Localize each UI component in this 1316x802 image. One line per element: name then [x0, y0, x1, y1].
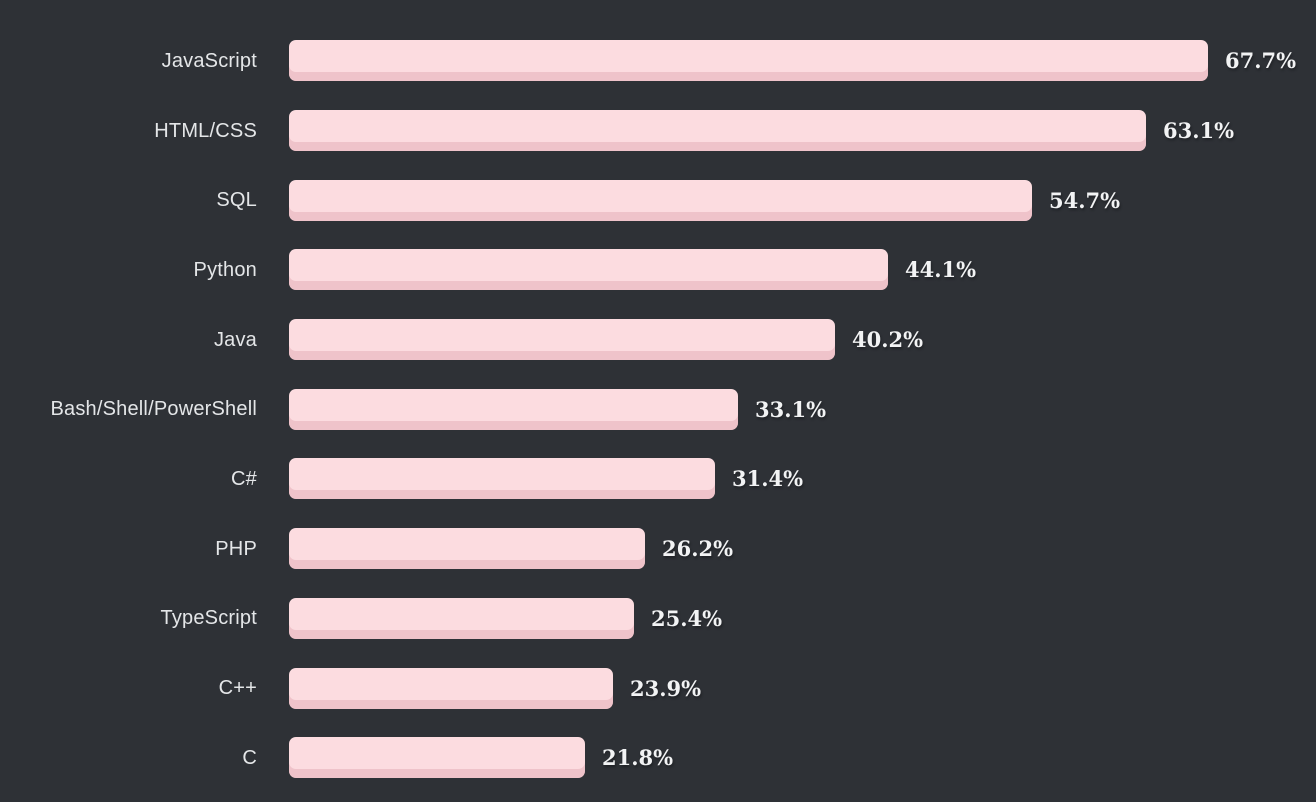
bar[interactable] — [289, 110, 1146, 152]
value-label: 44.1% — [905, 257, 977, 283]
bar-track: 63.1% — [289, 110, 1316, 152]
category-label: C — [242, 746, 257, 769]
category-label: Python — [193, 258, 257, 281]
value-label: 21.8% — [602, 745, 674, 771]
bar-track: 40.2% — [289, 319, 1316, 361]
value-label: 54.7% — [1049, 187, 1121, 213]
bar[interactable] — [289, 597, 634, 639]
bar-track: 25.4% — [289, 597, 1316, 639]
bar-track: 44.1% — [289, 249, 1316, 291]
bar[interactable] — [289, 40, 1208, 82]
bar-track: 21.8% — [289, 737, 1316, 779]
value-label: 25.4% — [651, 605, 723, 631]
bar-track: 33.1% — [289, 388, 1316, 430]
value-label: 26.2% — [662, 536, 734, 562]
category-label: SQL — [216, 189, 257, 212]
bar-track: 26.2% — [289, 528, 1316, 570]
bar[interactable] — [289, 458, 715, 500]
bar-track: 31.4% — [289, 458, 1316, 500]
bar[interactable] — [289, 319, 835, 361]
bar-row: Bash/Shell/PowerShell 33.1% — [0, 374, 1316, 444]
category-label: Java — [213, 328, 257, 351]
bar[interactable] — [289, 179, 1032, 221]
category-label: Bash/Shell/PowerShell — [50, 398, 257, 421]
bar-track: 67.7% — [289, 40, 1316, 82]
category-label: PHP — [215, 537, 257, 560]
bar-track: 54.7% — [289, 179, 1316, 221]
category-label: HTML/CSS — [154, 119, 257, 142]
bar-row: Java 40.2% — [0, 305, 1316, 375]
bar-row: HTML/CSS 63.1% — [0, 96, 1316, 166]
value-label: 31.4% — [732, 466, 804, 492]
value-label: 40.2% — [852, 327, 924, 353]
value-label: 33.1% — [755, 396, 827, 422]
bar-row: JavaScript 67.7% — [0, 26, 1316, 96]
bar[interactable] — [289, 737, 585, 779]
bar-row: Python 44.1% — [0, 235, 1316, 305]
value-label: 23.9% — [630, 675, 702, 701]
bar-row: TypeScript 25.4% — [0, 584, 1316, 654]
bar[interactable] — [289, 667, 613, 709]
category-label: TypeScript — [160, 607, 257, 630]
bar-row: C 21.8% — [0, 723, 1316, 793]
category-label: C# — [231, 467, 257, 490]
bar-row: C++ 23.9% — [0, 653, 1316, 723]
bar-row: PHP 26.2% — [0, 514, 1316, 584]
value-label: 67.7% — [1225, 48, 1297, 74]
category-label: JavaScript — [161, 49, 257, 72]
bar-row: SQL 54.7% — [0, 165, 1316, 235]
value-label: 63.1% — [1163, 118, 1235, 144]
bar-track: 23.9% — [289, 667, 1316, 709]
bar[interactable] — [289, 528, 645, 570]
bar[interactable] — [289, 388, 738, 430]
bar-row: C# 31.4% — [0, 444, 1316, 514]
bar[interactable] — [289, 249, 888, 291]
category-label: C++ — [218, 677, 257, 700]
